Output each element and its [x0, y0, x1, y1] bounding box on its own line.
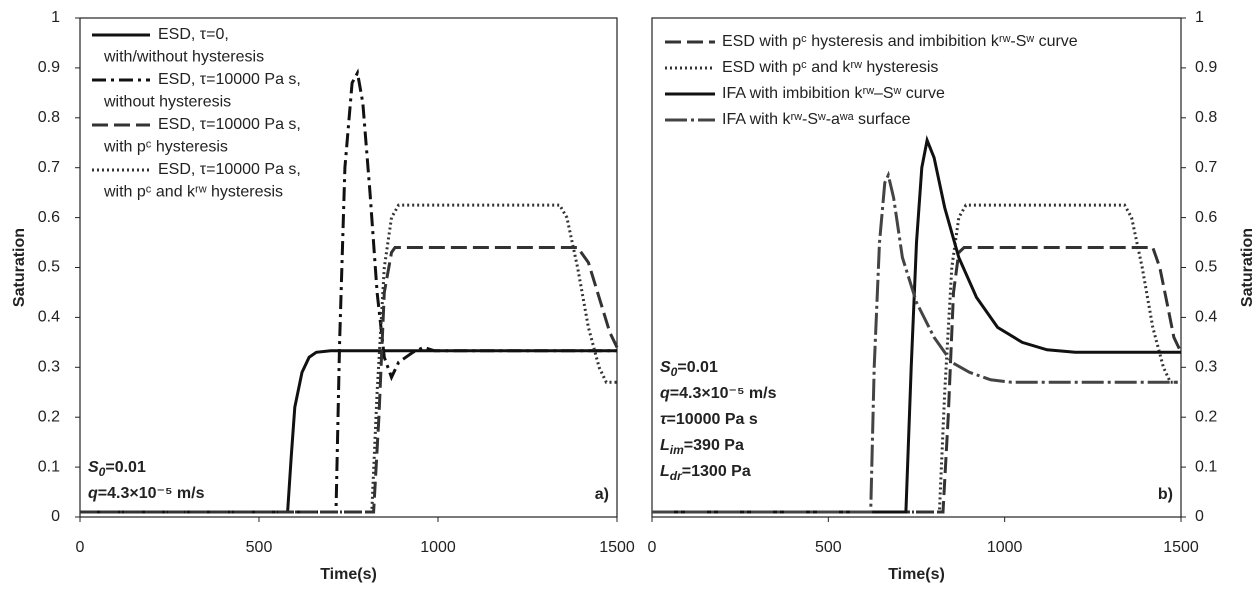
y-tick-label: 0 [1195, 508, 1204, 525]
legend-label: with pᶜ and kʳʷ hysteresis [103, 184, 283, 201]
legend-label: ESD, τ=0, [158, 26, 229, 43]
annotation-text: =10000 Pa s [667, 411, 758, 428]
y-tick-label: 0.9 [38, 59, 60, 76]
annotation-subscript: dr [670, 469, 683, 483]
annotation: S0=0.01 [660, 359, 718, 379]
annotation: τ=10000 Pa s [660, 411, 758, 428]
legend-label: ESD with pᶜ hysteresis and imbibition kʳ… [722, 33, 1078, 50]
annotation-symbol: τ [660, 411, 668, 428]
legend-label: without hysteresis [103, 94, 231, 111]
series-line [80, 203, 617, 514]
x-tick-label: 1000 [420, 539, 456, 556]
x-tick-label: 1500 [599, 539, 635, 556]
annotation-symbol: L [660, 463, 670, 480]
x-axis-label: Time(s) [888, 566, 945, 583]
y-axis-label: Saturation [11, 228, 28, 307]
x-tick-label: 0 [76, 539, 85, 556]
series-line [80, 349, 617, 514]
y-tick-label: 0.1 [38, 458, 60, 475]
annotation: Lim=390 Pa [660, 437, 744, 457]
series-line [80, 68, 617, 514]
legend-label: IFA with kʳʷ-Sʷ-aʷᵃ surface [722, 111, 911, 128]
annotation: q=4.3×10⁻⁵ m/s [660, 385, 777, 402]
y-tick-label: 0.6 [1195, 209, 1217, 226]
series-line [652, 135, 1181, 514]
y-tick-label: 0.8 [1195, 109, 1217, 126]
y-tick-label: 0.3 [38, 359, 60, 376]
y-tick-label: 0 [51, 508, 60, 525]
x-tick-label: 500 [246, 539, 273, 556]
series-line [652, 203, 1181, 514]
y-tick-label: 0.5 [38, 259, 60, 276]
y-tick-label: 0.4 [1195, 309, 1217, 326]
y-axis-label: Saturation [1239, 228, 1256, 307]
x-tick-label: 0 [648, 539, 657, 556]
annotation: q=4.3×10⁻⁵ m/s [88, 485, 205, 502]
annotation: S0=0.01 [88, 459, 146, 479]
y-tick-label: 0.8 [38, 109, 60, 126]
series-line [80, 246, 619, 514]
series-line [652, 246, 1183, 514]
series-line [652, 170, 1181, 514]
y-tick-label: 0.9 [1195, 59, 1217, 76]
y-tick-label: 0.1 [1195, 458, 1217, 475]
x-axis-label: Time(s) [320, 566, 377, 583]
legend-label: ESD with pᶜ and kʳʷ hysteresis [722, 59, 938, 76]
legend-label: ESD, τ=10000 Pa s, [158, 71, 301, 88]
panel: 0 0.1 0.2 0.3 0.4 0.5 0.6 0.7 0.8 0.9 1 0 500 1000 150… [648, 9, 1257, 583]
legend-label: with pᶜ hysteresis [103, 139, 228, 156]
x-tick-label: 500 [815, 539, 842, 556]
annotation-text: =390 Pa [684, 437, 744, 454]
y-tick-label: 0.7 [38, 159, 60, 176]
y-tick-label: 1 [1195, 9, 1204, 26]
x-tick-label: 1000 [987, 539, 1023, 556]
annotation-symbol: q [660, 385, 670, 402]
annotation-symbol: q [88, 485, 98, 502]
annotation-subscript: im [670, 443, 684, 457]
annotation-text: =1300 Pa [682, 463, 751, 480]
legend-label: with/without hysteresis [103, 49, 264, 66]
y-tick-label: 0.2 [38, 408, 60, 425]
legend-label: IFA with imbibition kʳʷ–Sʷ curve [722, 85, 945, 102]
y-tick-label: 0.3 [1195, 359, 1217, 376]
y-tick-label: 0.6 [38, 209, 60, 226]
annotation-subscript: 0 [99, 465, 106, 479]
legend-label: ESD, τ=10000 Pa s, [158, 161, 301, 178]
y-tick-label: 0.7 [1195, 159, 1217, 176]
y-tick-label: 0.4 [38, 309, 60, 326]
y-tick-label: 0.5 [1195, 259, 1217, 276]
panel-label: a) [595, 486, 609, 503]
panel: 0 0.1 0.2 0.3 0.4 0.5 0.6 0.7 0.8 0.9 1 0 500 1000 150… [11, 9, 635, 583]
annotation-text: =0.01 [677, 359, 718, 376]
annotation-text: =4.3×10⁻⁵ m/s [670, 385, 777, 402]
annotation-symbol: S [88, 459, 99, 476]
annotation-text: =0.01 [105, 459, 146, 476]
annotation-symbol: L [660, 437, 670, 454]
annotation-symbol: S [660, 359, 671, 376]
annotation-text: =4.3×10⁻⁵ m/s [98, 485, 205, 502]
y-tick-label: 1 [51, 9, 60, 26]
annotation: Ldr=1300 Pa [660, 463, 751, 483]
legend-label: ESD, τ=10000 Pa s, [158, 116, 301, 133]
x-tick-label: 1500 [1163, 539, 1199, 556]
y-tick-label: 0.2 [1195, 408, 1217, 425]
annotation-subscript: 0 [671, 365, 678, 379]
panel-label: b) [1158, 486, 1173, 503]
